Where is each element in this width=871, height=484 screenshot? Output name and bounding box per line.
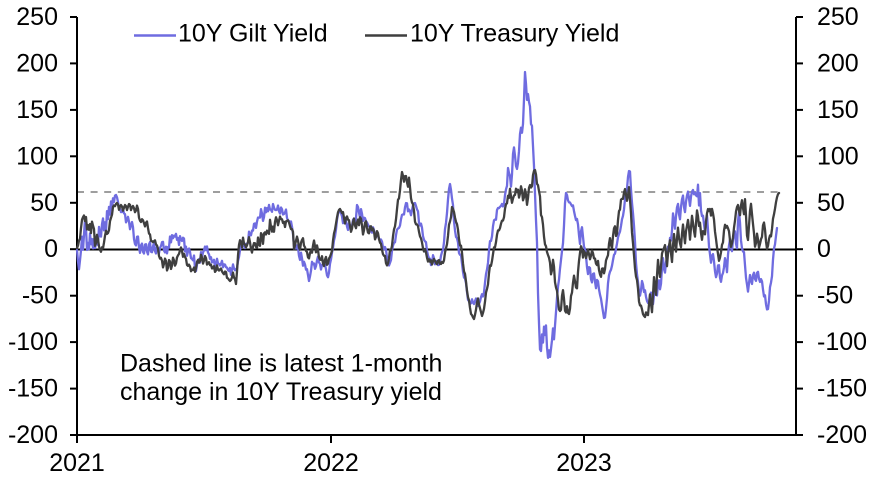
svg-text:50: 50 [817, 189, 845, 217]
svg-text:-100: -100 [817, 328, 867, 356]
svg-text:2021: 2021 [49, 449, 105, 477]
svg-text:change in 10Y Treasury yield: change in 10Y Treasury yield [120, 378, 442, 406]
svg-text:10Y Gilt Yield: 10Y Gilt Yield [178, 20, 328, 48]
svg-text:0: 0 [817, 235, 831, 263]
svg-text:200: 200 [16, 49, 58, 77]
svg-text:2022: 2022 [303, 449, 359, 477]
svg-text:Dashed line is latest 1-month: Dashed line is latest 1-month [120, 350, 442, 378]
svg-text:2023: 2023 [556, 449, 612, 477]
svg-text:-100: -100 [8, 328, 58, 356]
svg-text:250: 250 [16, 3, 58, 31]
svg-text:-50: -50 [817, 282, 853, 310]
svg-text:-200: -200 [8, 421, 58, 449]
svg-text:150: 150 [817, 96, 859, 124]
svg-text:-150: -150 [817, 375, 867, 403]
svg-text:10Y Treasury Yield: 10Y Treasury Yield [410, 20, 619, 48]
svg-text:-50: -50 [22, 282, 58, 310]
svg-text:0: 0 [44, 235, 58, 263]
svg-text:100: 100 [16, 142, 58, 170]
svg-text:150: 150 [16, 96, 58, 124]
svg-text:250: 250 [817, 3, 859, 31]
svg-text:100: 100 [817, 142, 859, 170]
svg-text:-200: -200 [817, 421, 867, 449]
svg-text:-150: -150 [8, 375, 58, 403]
svg-text:50: 50 [30, 189, 58, 217]
svg-text:200: 200 [817, 49, 859, 77]
